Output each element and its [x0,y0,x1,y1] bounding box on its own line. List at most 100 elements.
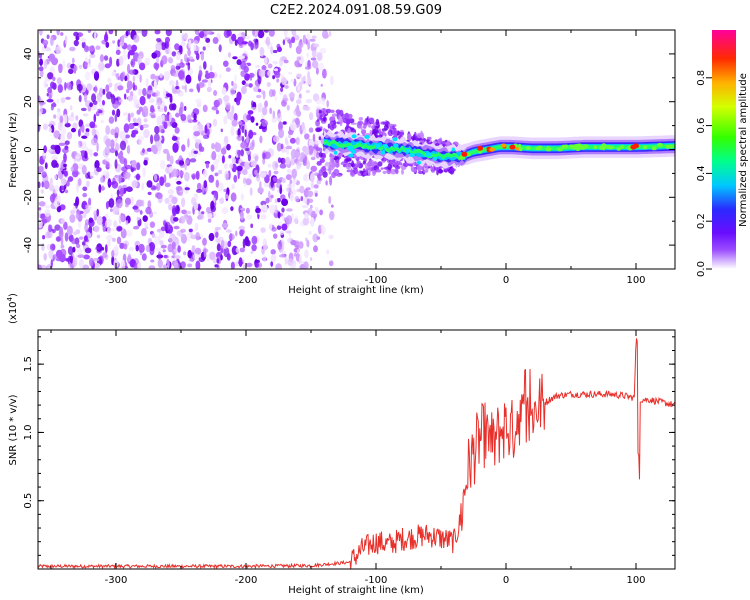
noise-blob [267,70,272,77]
noise-blob [204,124,208,134]
noise-blob [72,57,75,64]
noise-blob [203,169,208,178]
noise-blob [126,229,133,237]
noise-blob [278,221,283,227]
noise-blob [181,209,187,215]
noise-blob [56,98,60,104]
noise-blob [78,258,85,269]
noise-blob [133,34,140,43]
snr-xtick-label: 0 [503,575,509,586]
noise-blob [82,241,86,246]
noise-blob [228,52,231,58]
noise-blob [304,155,307,162]
noise-blob [238,257,243,267]
noise-blob [111,250,115,258]
noise-blob [264,151,271,160]
noise-blob [281,198,288,206]
noise-blob [294,195,300,203]
noise-blob [208,174,215,183]
noise-blob [60,236,64,246]
noise-blob [192,174,196,180]
noise-blob [207,218,212,223]
noise-blob [262,152,266,160]
noise-blob [225,229,232,233]
noise-blob [187,138,190,148]
noise-blob [45,83,48,88]
noise-blob [96,167,102,172]
noise-blob [174,126,180,134]
ridge-hotspot [374,143,381,148]
noise-blob [328,31,332,37]
transition-blob [315,127,321,133]
noise-blob [138,243,145,253]
noise-blob [234,74,237,83]
ridge-hotspot [347,145,353,150]
noise-blob [44,205,51,209]
snr-frame [37,329,676,570]
noise-blob [103,55,109,61]
noise-blob [219,197,225,204]
ridge-hotspot [392,137,398,142]
transition-blob [391,129,398,136]
noise-blob [290,121,297,131]
svg-text:(x104): (x104) [6,293,19,324]
noise-blob [296,110,302,117]
noise-blob [230,126,235,136]
noise-blob [300,196,304,202]
noise-blob [63,221,68,230]
noise-blob [203,248,207,258]
noise-blob [240,207,246,211]
transition-blob [353,167,358,175]
noise-blob [297,84,301,92]
noise-blob [84,71,91,81]
noise-blob [290,188,297,196]
noise-blob [150,134,154,145]
spectrogram-ytick-label: 40 [23,48,34,61]
noise-blob [224,170,229,180]
noise-blob [145,149,148,155]
noise-blob [136,162,141,171]
noise-blob [257,88,262,93]
noise-blob [72,122,78,130]
noise-blob [64,189,69,194]
transition-blob [361,129,367,135]
noise-blob [257,187,264,194]
noise-blob [310,182,315,189]
noise-blob [201,79,208,83]
noise-blob [330,75,334,86]
noise-blob [175,86,180,90]
noise-blob [316,236,320,240]
noise-blob [119,140,127,151]
noise-blob [234,39,238,46]
transition-blob [394,168,399,173]
transition-blob [449,168,456,172]
noise-blob [125,186,133,192]
noise-blob [286,104,290,111]
noise-blob [225,102,231,111]
noise-blob [177,170,184,177]
noise-blob [173,248,177,253]
noise-blob [107,239,111,247]
noise-blob [88,205,92,211]
noise-blob [180,41,186,47]
noise-blob [53,130,60,139]
noise-blob [125,197,131,205]
noise-blob [143,118,148,123]
noise-blob [265,197,270,204]
noise-blob [194,222,199,232]
noise-blob [93,152,98,157]
noise-blob [57,84,63,93]
colorbar-tick-label: 0.0 [696,261,707,277]
noise-blob [70,166,75,172]
ridge-hotspot [333,150,338,155]
noise-blob [178,45,183,53]
ridge-hotspot [351,149,356,154]
noise-blob [85,204,88,209]
noise-blob [193,113,197,121]
transition-blob [331,113,338,117]
noise-blob [102,170,109,175]
noise-blob [261,65,267,71]
noise-blob [223,60,229,67]
noise-blob [286,215,293,225]
noise-blob [311,49,317,58]
